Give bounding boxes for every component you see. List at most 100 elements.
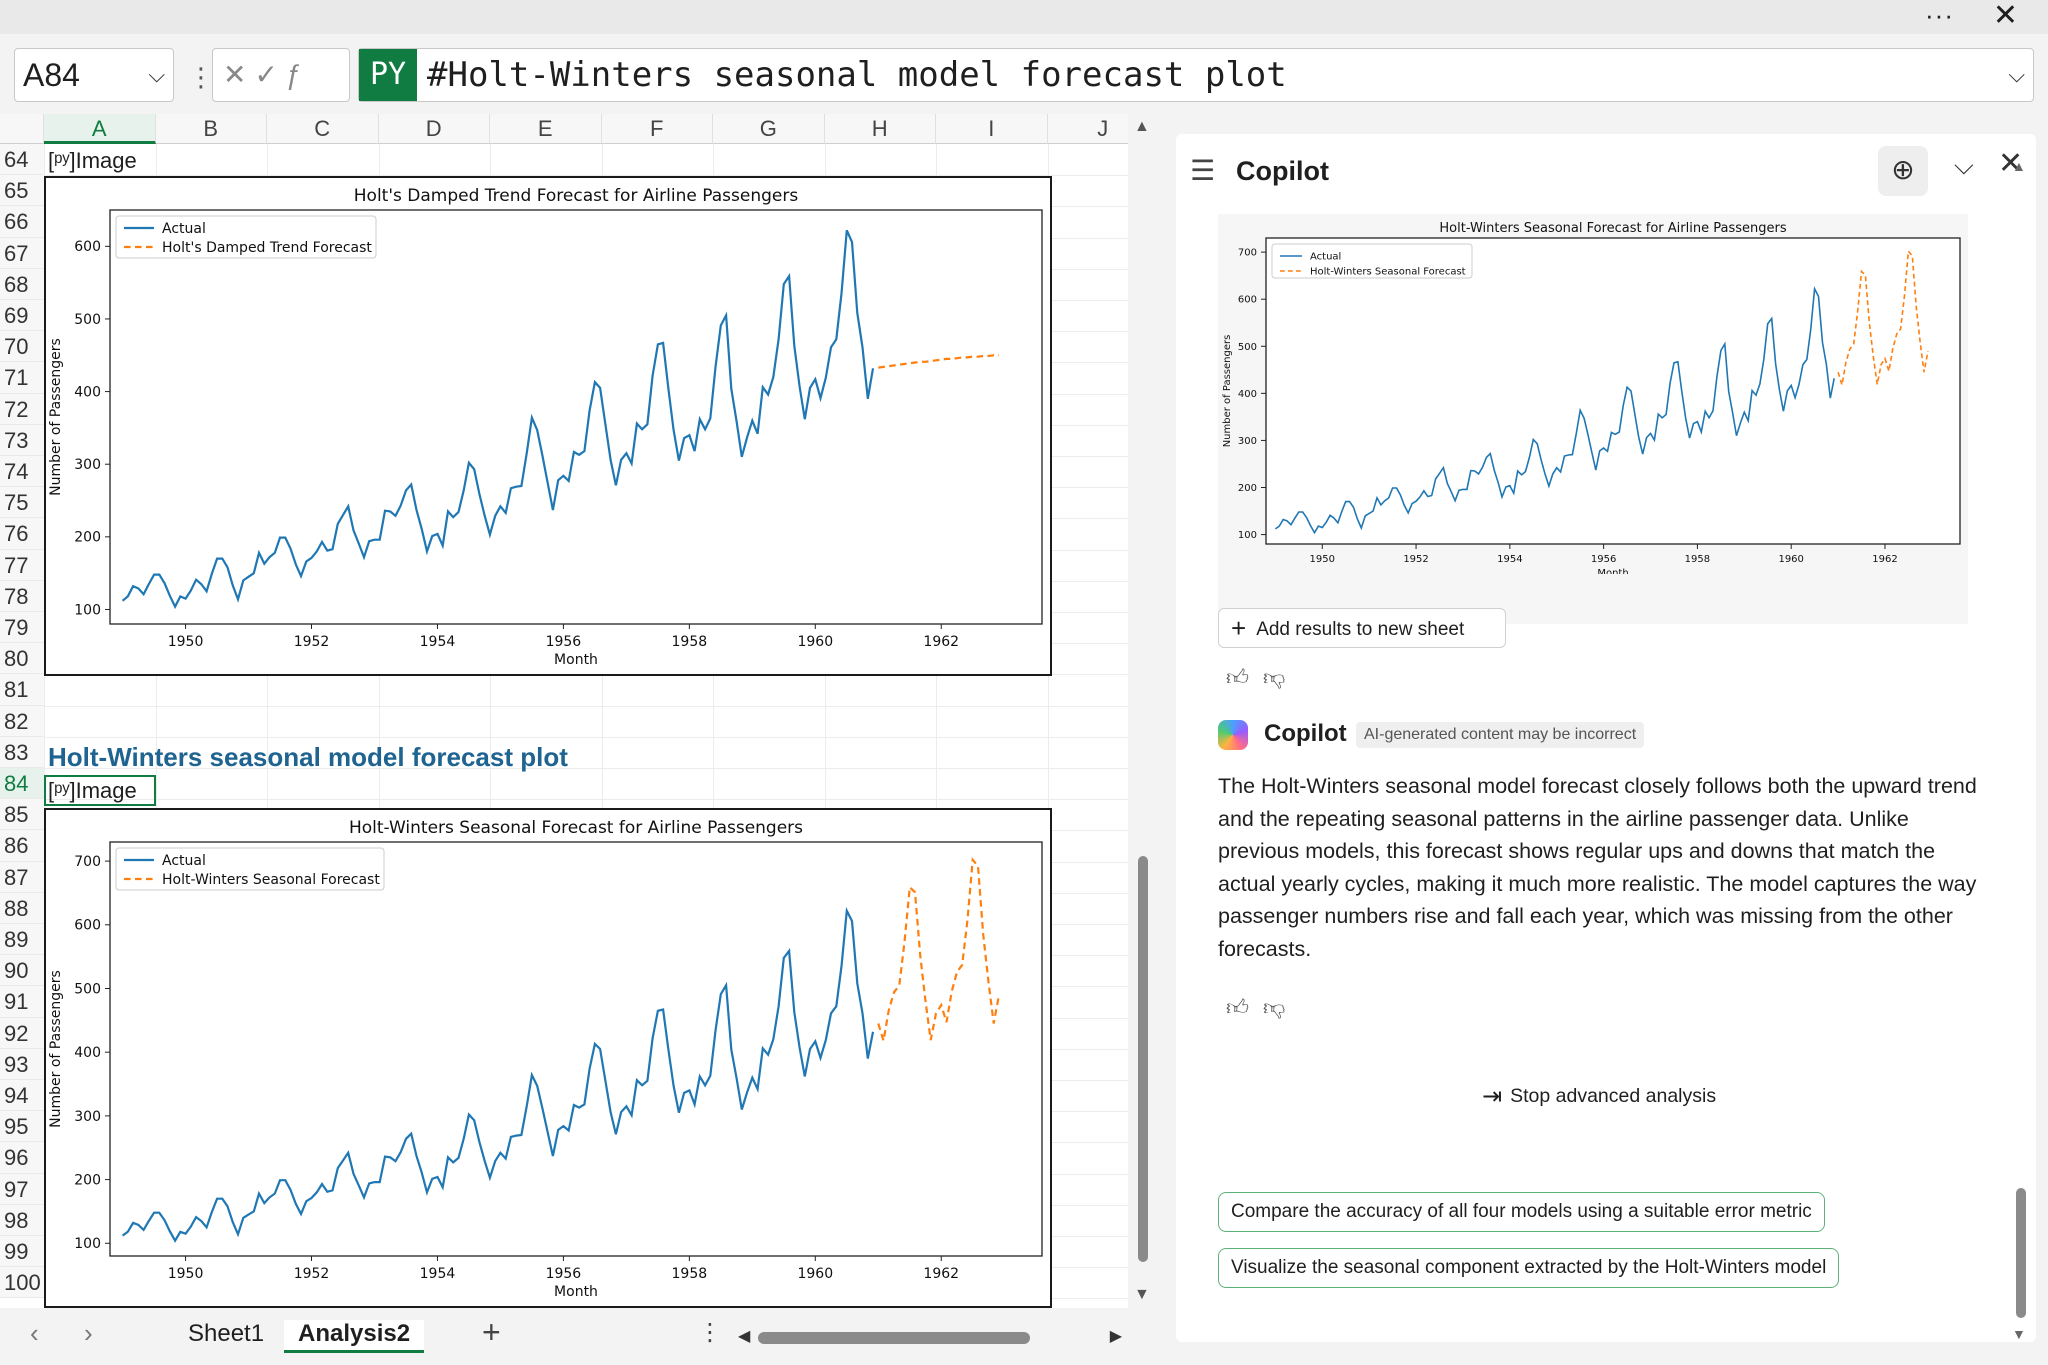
thumbs-down-icon[interactable]: 👎︎ bbox=[1263, 995, 1300, 1020]
row-header-94[interactable]: 94 bbox=[0, 1080, 44, 1112]
scroll-up-icon[interactable]: ▲ bbox=[2012, 158, 2026, 174]
column-header-j[interactable]: J bbox=[1047, 114, 1128, 144]
row-header-74[interactable]: 74 bbox=[0, 456, 44, 488]
row-header-93[interactable]: 93 bbox=[0, 1048, 44, 1080]
row-gridline bbox=[44, 799, 1128, 801]
row-header-100[interactable]: 100 bbox=[0, 1267, 44, 1299]
row-header-75[interactable]: 75 bbox=[0, 487, 44, 519]
row-header-73[interactable]: 73 bbox=[0, 424, 44, 456]
hamburger-menu-icon[interactable]: ☰ bbox=[1190, 155, 1216, 186]
row-header-86[interactable]: 86 bbox=[0, 830, 44, 862]
name-box[interactable]: A84 ⌵ bbox=[14, 48, 174, 102]
column-header-c[interactable]: C bbox=[267, 114, 379, 144]
row-header-80[interactable]: 80 bbox=[0, 643, 44, 675]
row-header-88[interactable]: 88 bbox=[0, 892, 44, 924]
row-header-64[interactable]: 64 bbox=[0, 144, 44, 176]
scroll-right-icon[interactable]: ▶ bbox=[1109, 1328, 1122, 1345]
thumbs-up-icon[interactable]: 👍︎ bbox=[1226, 665, 1263, 690]
chevron-down-icon[interactable]: ⌵ bbox=[148, 62, 165, 87]
copilot-scroll-thumb[interactable] bbox=[2016, 1188, 2026, 1318]
thumbs-up-icon[interactable]: 👍︎ bbox=[1226, 995, 1263, 1020]
add-results-button[interactable]: + Add results to new sheet bbox=[1218, 608, 1506, 648]
row-header-82[interactable]: 82 bbox=[0, 705, 44, 737]
expand-formula-icon[interactable]: ⌵ bbox=[2008, 62, 2025, 87]
scroll-down-icon[interactable]: ▼ bbox=[2012, 1326, 2026, 1342]
row-header-95[interactable]: 95 bbox=[0, 1111, 44, 1143]
column-header-i[interactable]: I bbox=[936, 114, 1048, 144]
row-header-99[interactable]: 99 bbox=[0, 1236, 44, 1268]
row-header-78[interactable]: 78 bbox=[0, 580, 44, 612]
column-header-f[interactable]: F bbox=[601, 114, 713, 144]
more-options-icon[interactable]: ··· bbox=[1925, 0, 1954, 30]
column-header-d[interactable]: D bbox=[378, 114, 490, 144]
row-header-83[interactable]: 83 bbox=[0, 736, 44, 768]
row-header-69[interactable]: 69 bbox=[0, 300, 44, 332]
row-header-97[interactable]: 97 bbox=[0, 1173, 44, 1205]
row-header-77[interactable]: 77 bbox=[0, 549, 44, 581]
select-all-corner[interactable] bbox=[0, 114, 44, 144]
row-header-72[interactable]: 72 bbox=[0, 393, 44, 425]
vertical-scroll-thumb[interactable] bbox=[1138, 856, 1148, 1262]
chevron-down-icon[interactable]: ⌵ bbox=[1954, 150, 1974, 180]
suggestion-visualize-seasonal[interactable]: Visualize the seasonal component extract… bbox=[1218, 1248, 1840, 1288]
column-header-b[interactable]: B bbox=[155, 114, 267, 144]
row-header-67[interactable]: 67 bbox=[0, 237, 44, 269]
row-header-84[interactable]: 84 bbox=[0, 768, 44, 800]
damped-trend-chart[interactable]: Holt's Damped Trend Forecast for Airline… bbox=[44, 176, 1052, 676]
column-header-e[interactable]: E bbox=[490, 114, 602, 144]
previous-sheet-icon[interactable]: ‹ bbox=[30, 1318, 39, 1348]
plus-icon: + bbox=[1231, 613, 1247, 643]
tab-sheet1[interactable]: Sheet1 bbox=[188, 1320, 265, 1347]
column-header-h[interactable]: H bbox=[824, 114, 936, 144]
y-tick-label: 400 bbox=[74, 384, 101, 400]
suggestion-compare-accuracy[interactable]: Compare the accuracy of all four models … bbox=[1218, 1192, 1825, 1232]
add-sheet-button[interactable]: + bbox=[482, 1314, 501, 1350]
insert-function-icon[interactable]: ƒ bbox=[285, 59, 310, 90]
heading-cell[interactable]: Holt-Winters seasonal model forecast plo… bbox=[48, 742, 568, 772]
holt-winters-chart[interactable]: Holt-Winters Seasonal Forecast for Airli… bbox=[44, 808, 1052, 1308]
thumbs-down-icon[interactable]: 👎︎ bbox=[1263, 665, 1300, 690]
tab-analysis2[interactable]: Analysis2 bbox=[284, 1320, 425, 1353]
close-pane-icon[interactable]: ✕ bbox=[1998, 147, 2024, 180]
row-header-85[interactable]: 85 bbox=[0, 799, 44, 831]
confirm-icon[interactable]: ✓ bbox=[254, 59, 286, 90]
new-chat-icon[interactable]: ⊕ bbox=[1878, 146, 1928, 196]
row-header-81[interactable]: 81 bbox=[0, 674, 44, 706]
row-header-98[interactable]: 98 bbox=[0, 1204, 44, 1236]
horizontal-scrollbar[interactable]: ◀ ▶ bbox=[738, 1326, 1122, 1350]
row-header-91[interactable]: 91 bbox=[0, 986, 44, 1018]
row-header-66[interactable]: 66 bbox=[0, 206, 44, 238]
scroll-left-icon[interactable]: ◀ bbox=[738, 1328, 751, 1345]
column-header-a[interactable]: A bbox=[44, 114, 156, 144]
next-sheet-icon[interactable]: › bbox=[84, 1318, 93, 1348]
cancel-icon[interactable]: ✕ bbox=[223, 59, 255, 90]
row-header-70[interactable]: 70 bbox=[0, 331, 44, 363]
row-header-65[interactable]: 65 bbox=[0, 175, 44, 207]
row-header-71[interactable]: 71 bbox=[0, 362, 44, 394]
row-header-89[interactable]: 89 bbox=[0, 924, 44, 956]
scroll-up-icon[interactable]: ▲ bbox=[1134, 118, 1150, 135]
horizontal-scroll-thumb[interactable] bbox=[758, 1332, 1030, 1344]
row-header-92[interactable]: 92 bbox=[0, 1017, 44, 1049]
more-vertical-icon[interactable]: ⋮ bbox=[698, 1319, 722, 1346]
image-cell-label-active[interactable]: [ᵖʸ]Image bbox=[48, 778, 137, 803]
column-gridline bbox=[490, 144, 491, 1308]
image-cell-label[interactable]: [ᵖʸ]Image bbox=[48, 148, 137, 173]
row-header-76[interactable]: 76 bbox=[0, 518, 44, 550]
row-header-87[interactable]: 87 bbox=[0, 861, 44, 893]
copilot-scrollbar[interactable]: ▲ ▼ bbox=[2010, 158, 2030, 1342]
stop-analysis-button[interactable]: ⇥ Stop advanced analysis bbox=[1482, 1082, 1716, 1111]
vertical-scrollbar[interactable]: ▲ ▼ bbox=[1128, 114, 1158, 1308]
column-header-g[interactable]: G bbox=[713, 114, 825, 144]
copilot-chart-preview[interactable]: Holt-Winters Seasonal Forecast for Airli… bbox=[1218, 214, 1968, 624]
more-vertical-icon[interactable]: ⋮ bbox=[188, 62, 214, 92]
row-header-68[interactable]: 68 bbox=[0, 268, 44, 300]
row-header-79[interactable]: 79 bbox=[0, 612, 44, 644]
row-header-90[interactable]: 90 bbox=[0, 955, 44, 987]
row-header-96[interactable]: 96 bbox=[0, 1142, 44, 1174]
close-window-icon[interactable]: ✕ bbox=[1992, 0, 2018, 32]
scroll-down-icon[interactable]: ▼ bbox=[1134, 1286, 1150, 1303]
formula-text[interactable]: #Holt-Winters seasonal model forecast pl… bbox=[427, 55, 1287, 95]
formula-input[interactable]: PY #Holt-Winters seasonal model forecast… bbox=[358, 48, 2034, 102]
